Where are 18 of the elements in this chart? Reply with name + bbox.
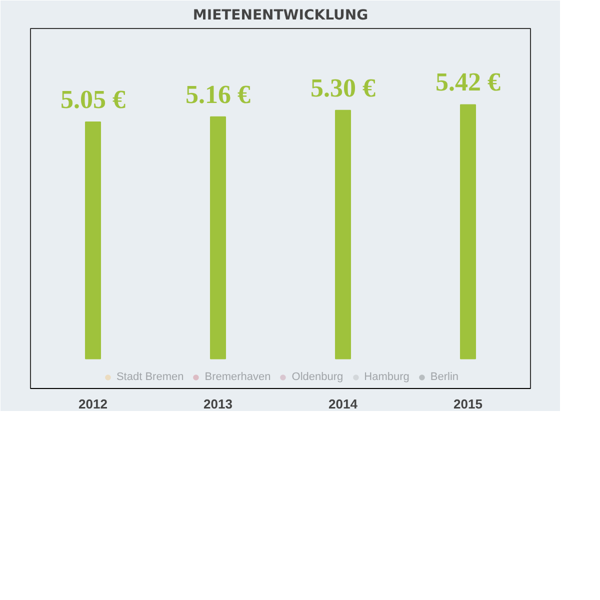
chart-title: MIETENENTWICKLUNG xyxy=(192,8,368,24)
data-label: 5.42 € xyxy=(436,68,500,97)
legend-label: Oldenburg xyxy=(292,370,344,384)
data-label: 5.16 € xyxy=(186,80,250,109)
x-tick-label: 2012 xyxy=(78,396,108,412)
bar xyxy=(85,122,101,360)
legend-label: Stadt Bremen xyxy=(116,370,184,384)
legend-label: Bremerhaven xyxy=(204,370,271,384)
data-label: 5.05 € xyxy=(60,85,126,114)
legend-label: Hamburg xyxy=(364,370,410,384)
legend-label: Berlin xyxy=(430,370,459,384)
data-label: 5.30 € xyxy=(310,73,376,102)
bar xyxy=(210,116,226,360)
bar xyxy=(335,110,351,360)
x-tick-label: 2015 xyxy=(454,396,482,412)
x-tick-label: 2014 xyxy=(328,396,358,412)
bar xyxy=(460,104,476,360)
x-tick-label: 2013 xyxy=(204,396,232,412)
